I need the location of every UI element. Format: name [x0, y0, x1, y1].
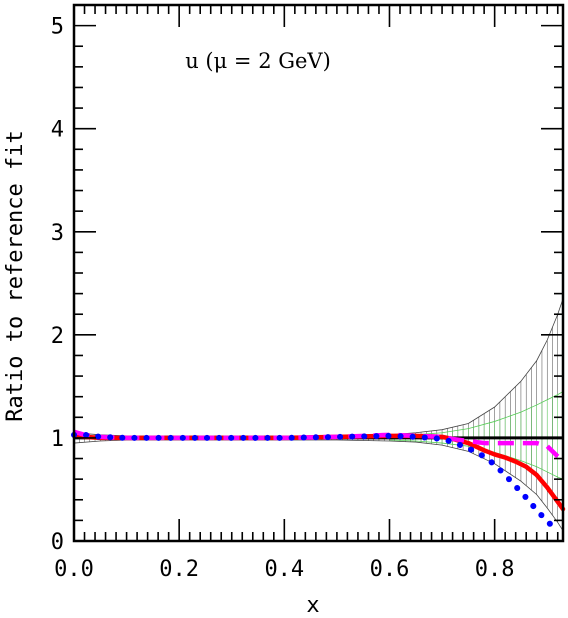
y-tick-label: 2	[51, 324, 64, 349]
outer-band-upper-edge	[73, 298, 564, 437]
tick-labels: 0.0 0.2 0.4 0.6 0.8 0 1 2 3 4 5	[51, 15, 515, 582]
x-axis-label: x	[306, 593, 319, 618]
series-line-solid-red	[71, 433, 566, 512]
inner-band-upper-edge	[389, 391, 564, 437]
x-tick-label: 0.2	[159, 557, 199, 582]
series-line-dotted-blue	[71, 431, 561, 534]
x-tick-label: 0.4	[264, 557, 304, 582]
y-axis-label: Ratio to reference fit	[3, 130, 28, 421]
outer-uncertainty-band	[73, 298, 564, 531]
x-tick-label: 0.8	[475, 557, 515, 582]
plot-frame	[72, 3, 565, 543]
y-tick-label: 0	[51, 530, 64, 555]
x-tick-label: 0.6	[370, 557, 410, 582]
x-tick-label: 0.0	[54, 557, 94, 582]
series-layer	[71, 429, 566, 534]
y-tick-label: 5	[51, 15, 64, 40]
y-tick-label: 3	[51, 221, 64, 246]
y-tick-label: 1	[51, 427, 64, 452]
y-tick-label: 4	[51, 118, 64, 143]
chart-annotation: u (μ = 2 GeV)	[185, 49, 331, 73]
